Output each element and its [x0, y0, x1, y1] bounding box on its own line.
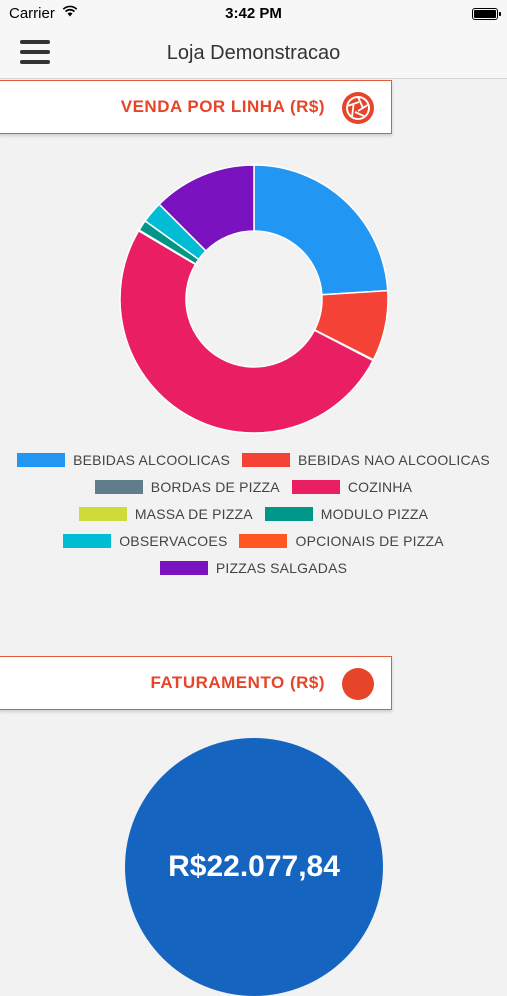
- legend-swatch: [17, 452, 66, 467]
- legend-item[interactable]: COZINHA: [291, 478, 413, 495]
- revenue-value: R$22.077,84: [168, 850, 340, 883]
- sales-by-line-title: VENDA POR LINHA (R$): [120, 97, 325, 116]
- legend-label: OBSERVACOES: [119, 532, 228, 549]
- legend-label: COZINHA: [347, 478, 413, 495]
- sales-by-line-donut-chart: [119, 164, 389, 434]
- donut-slice-bebidas-alcoolicas[interactable]: [253, 164, 389, 296]
- legend-label: BEBIDAS ALCOOLICAS: [73, 451, 230, 468]
- donut-slice-cozinha[interactable]: [119, 229, 375, 434]
- legend-row: BEBIDAS ALCOOLICAS BEBIDAS NAO ALCOOLICAS: [0, 446, 507, 473]
- legend-swatch: [63, 533, 112, 548]
- wifi-icon: [62, 5, 78, 17]
- legend-label: MASSA DE PIZZA: [134, 505, 253, 522]
- aperture-icon[interactable]: [341, 91, 375, 125]
- legend-row: OBSERVACOES OPCIONAIS DE PIZZA: [0, 527, 507, 554]
- clock: 3:42 PM: [225, 5, 282, 22]
- legend-item[interactable]: MODULO PIZZA: [264, 505, 429, 522]
- battery-icon: [472, 8, 501, 20]
- legend-item[interactable]: MASSA DE PIZZA: [78, 505, 253, 522]
- legend-swatch: [239, 533, 288, 548]
- legend-swatch: [94, 479, 143, 494]
- revenue-header: FATURAMENTO (R$): [0, 656, 392, 710]
- legend-item[interactable]: OPCIONAIS DE PIZZA: [239, 532, 444, 549]
- legend-label: PIZZAS SALGADAS: [215, 559, 348, 576]
- status-bar: Carrier 3:42 PM: [0, 0, 507, 28]
- sales-by-line-header: VENDA POR LINHA (R$): [0, 80, 392, 134]
- legend-item[interactable]: BEBIDAS ALCOOLICAS: [17, 452, 230, 468]
- legend-item[interactable]: OBSERVACOES: [63, 533, 227, 549]
- legend-swatch: [291, 479, 340, 494]
- legend-row: MASSA DE PIZZA MODULO PIZZA: [0, 500, 507, 527]
- store-title: Loja Demonstracao: [166, 42, 341, 64]
- revenue-title: FATURAMENTO (R$): [150, 673, 325, 692]
- navigation-bar: Loja Demonstracao: [0, 28, 507, 79]
- legend-swatch: [159, 560, 208, 575]
- legend-label: BORDAS DE PIZZA: [150, 478, 280, 495]
- legend-swatch: [241, 452, 290, 467]
- legend-label: MODULO PIZZA: [320, 505, 429, 522]
- legend-row: PIZZAS SALGADAS: [0, 554, 507, 581]
- legend-swatch: [78, 506, 127, 521]
- legend-label: OPCIONAIS DE PIZZA: [295, 532, 444, 549]
- legend-item[interactable]: BORDAS DE PIZZA: [94, 478, 280, 495]
- legend-item[interactable]: BEBIDAS NAO ALCOOLICAS: [241, 451, 490, 468]
- legend-swatch: [264, 506, 313, 521]
- circle-dot-icon[interactable]: [341, 667, 375, 701]
- legend-item[interactable]: PIZZAS SALGADAS: [159, 559, 348, 576]
- legend-label: BEBIDAS NAO ALCOOLICAS: [297, 451, 490, 468]
- donut-slice-pizzas-salgadas[interactable]: [158, 164, 255, 252]
- chart-legend: BEBIDAS ALCOOLICAS BEBIDAS NAO ALCOOLICAS…: [0, 446, 507, 581]
- hamburger-menu-icon[interactable]: [20, 40, 50, 66]
- carrier-label: Carrier: [9, 5, 55, 22]
- legend-row: BORDAS DE PIZZA COZINHA: [0, 473, 507, 500]
